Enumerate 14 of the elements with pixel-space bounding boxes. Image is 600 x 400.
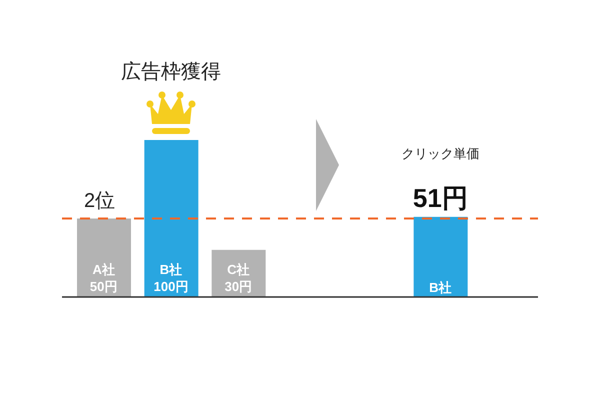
ref-line-label: 2位 [84, 188, 116, 212]
annotation: クリック単価 [400, 145, 480, 163]
data-label: 100円 [154, 279, 188, 294]
data-label: 30円 [224, 279, 252, 294]
x-tick-label: A社 [92, 262, 115, 277]
x-tick-label: B社 [160, 262, 182, 277]
annotation: 広告枠獲得 [120, 60, 222, 84]
x-tick-label: C社 [227, 262, 250, 277]
bar [144, 140, 198, 297]
data-label: 51円 [412, 182, 468, 213]
bar [414, 216, 468, 297]
bar [77, 218, 131, 297]
x-tick-label: B社 [429, 280, 452, 295]
data-label: 50円 [90, 279, 118, 294]
